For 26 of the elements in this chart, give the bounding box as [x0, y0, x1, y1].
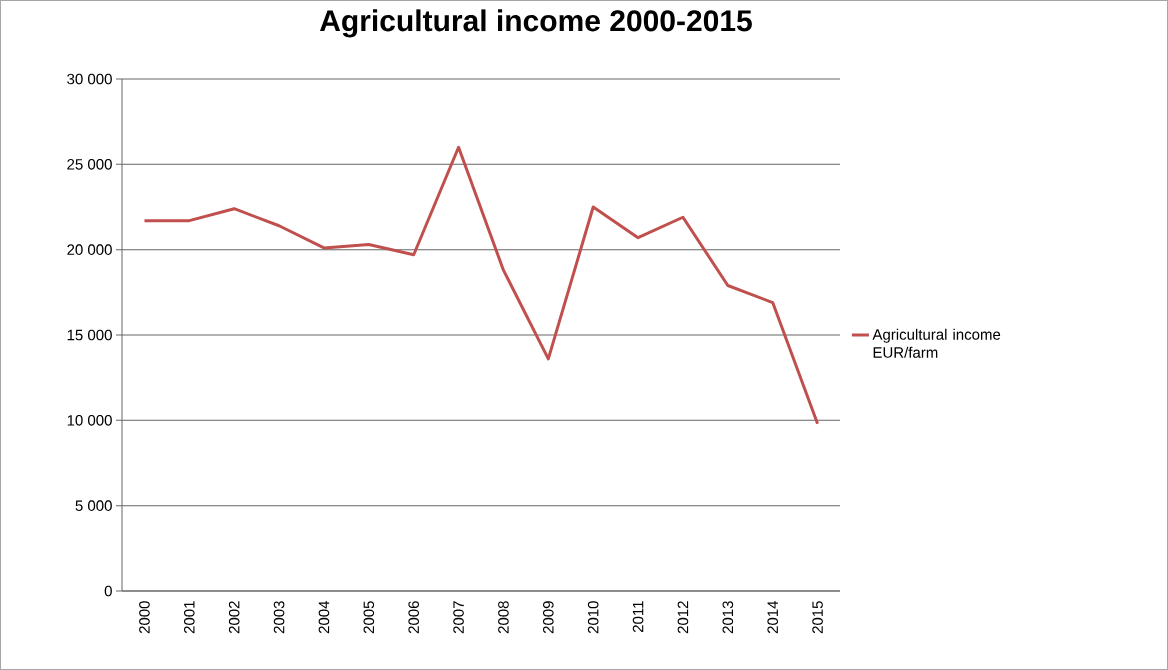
y-tick-label: 5 000: [75, 500, 112, 511]
x-tick-label: 2011: [632, 601, 644, 633]
y-tick-label: 20 000: [67, 244, 112, 255]
x-tick-label: 2007: [453, 601, 464, 634]
x-tick-label: 2003: [273, 601, 285, 634]
x-tick-label: 2012: [677, 601, 689, 634]
x-tick-label: 2008: [498, 601, 509, 634]
x-tick-label: 2006: [408, 601, 419, 634]
x-tick-label: 2004: [318, 600, 330, 634]
x-tick-label: 2002: [228, 601, 240, 634]
x-tick-label: 2005: [363, 601, 375, 634]
y-tick-label: 10 000: [67, 415, 112, 426]
x-tick-label: 2013: [722, 601, 734, 634]
x-tick-label: 2010: [587, 601, 599, 634]
y-tick-label: 0: [104, 585, 112, 597]
line-series: [142, 145, 820, 426]
y-tick-label: 25 000: [67, 159, 112, 170]
chart-title: Agricultural income 2000-2015: [320, 9, 752, 38]
x-tick-label: 2001: [184, 601, 195, 634]
x-tick-label: 2014: [767, 600, 778, 634]
x-tick-label: 2009: [543, 601, 554, 634]
legend-label: Agricultural income EUR/farm: [872, 328, 1001, 358]
y-tick-label: 15 000: [67, 329, 112, 341]
x-tick-label: 2015: [812, 601, 823, 634]
y-tick-label: 30 000: [67, 73, 112, 85]
x-tick-label: 2000: [139, 601, 150, 634]
